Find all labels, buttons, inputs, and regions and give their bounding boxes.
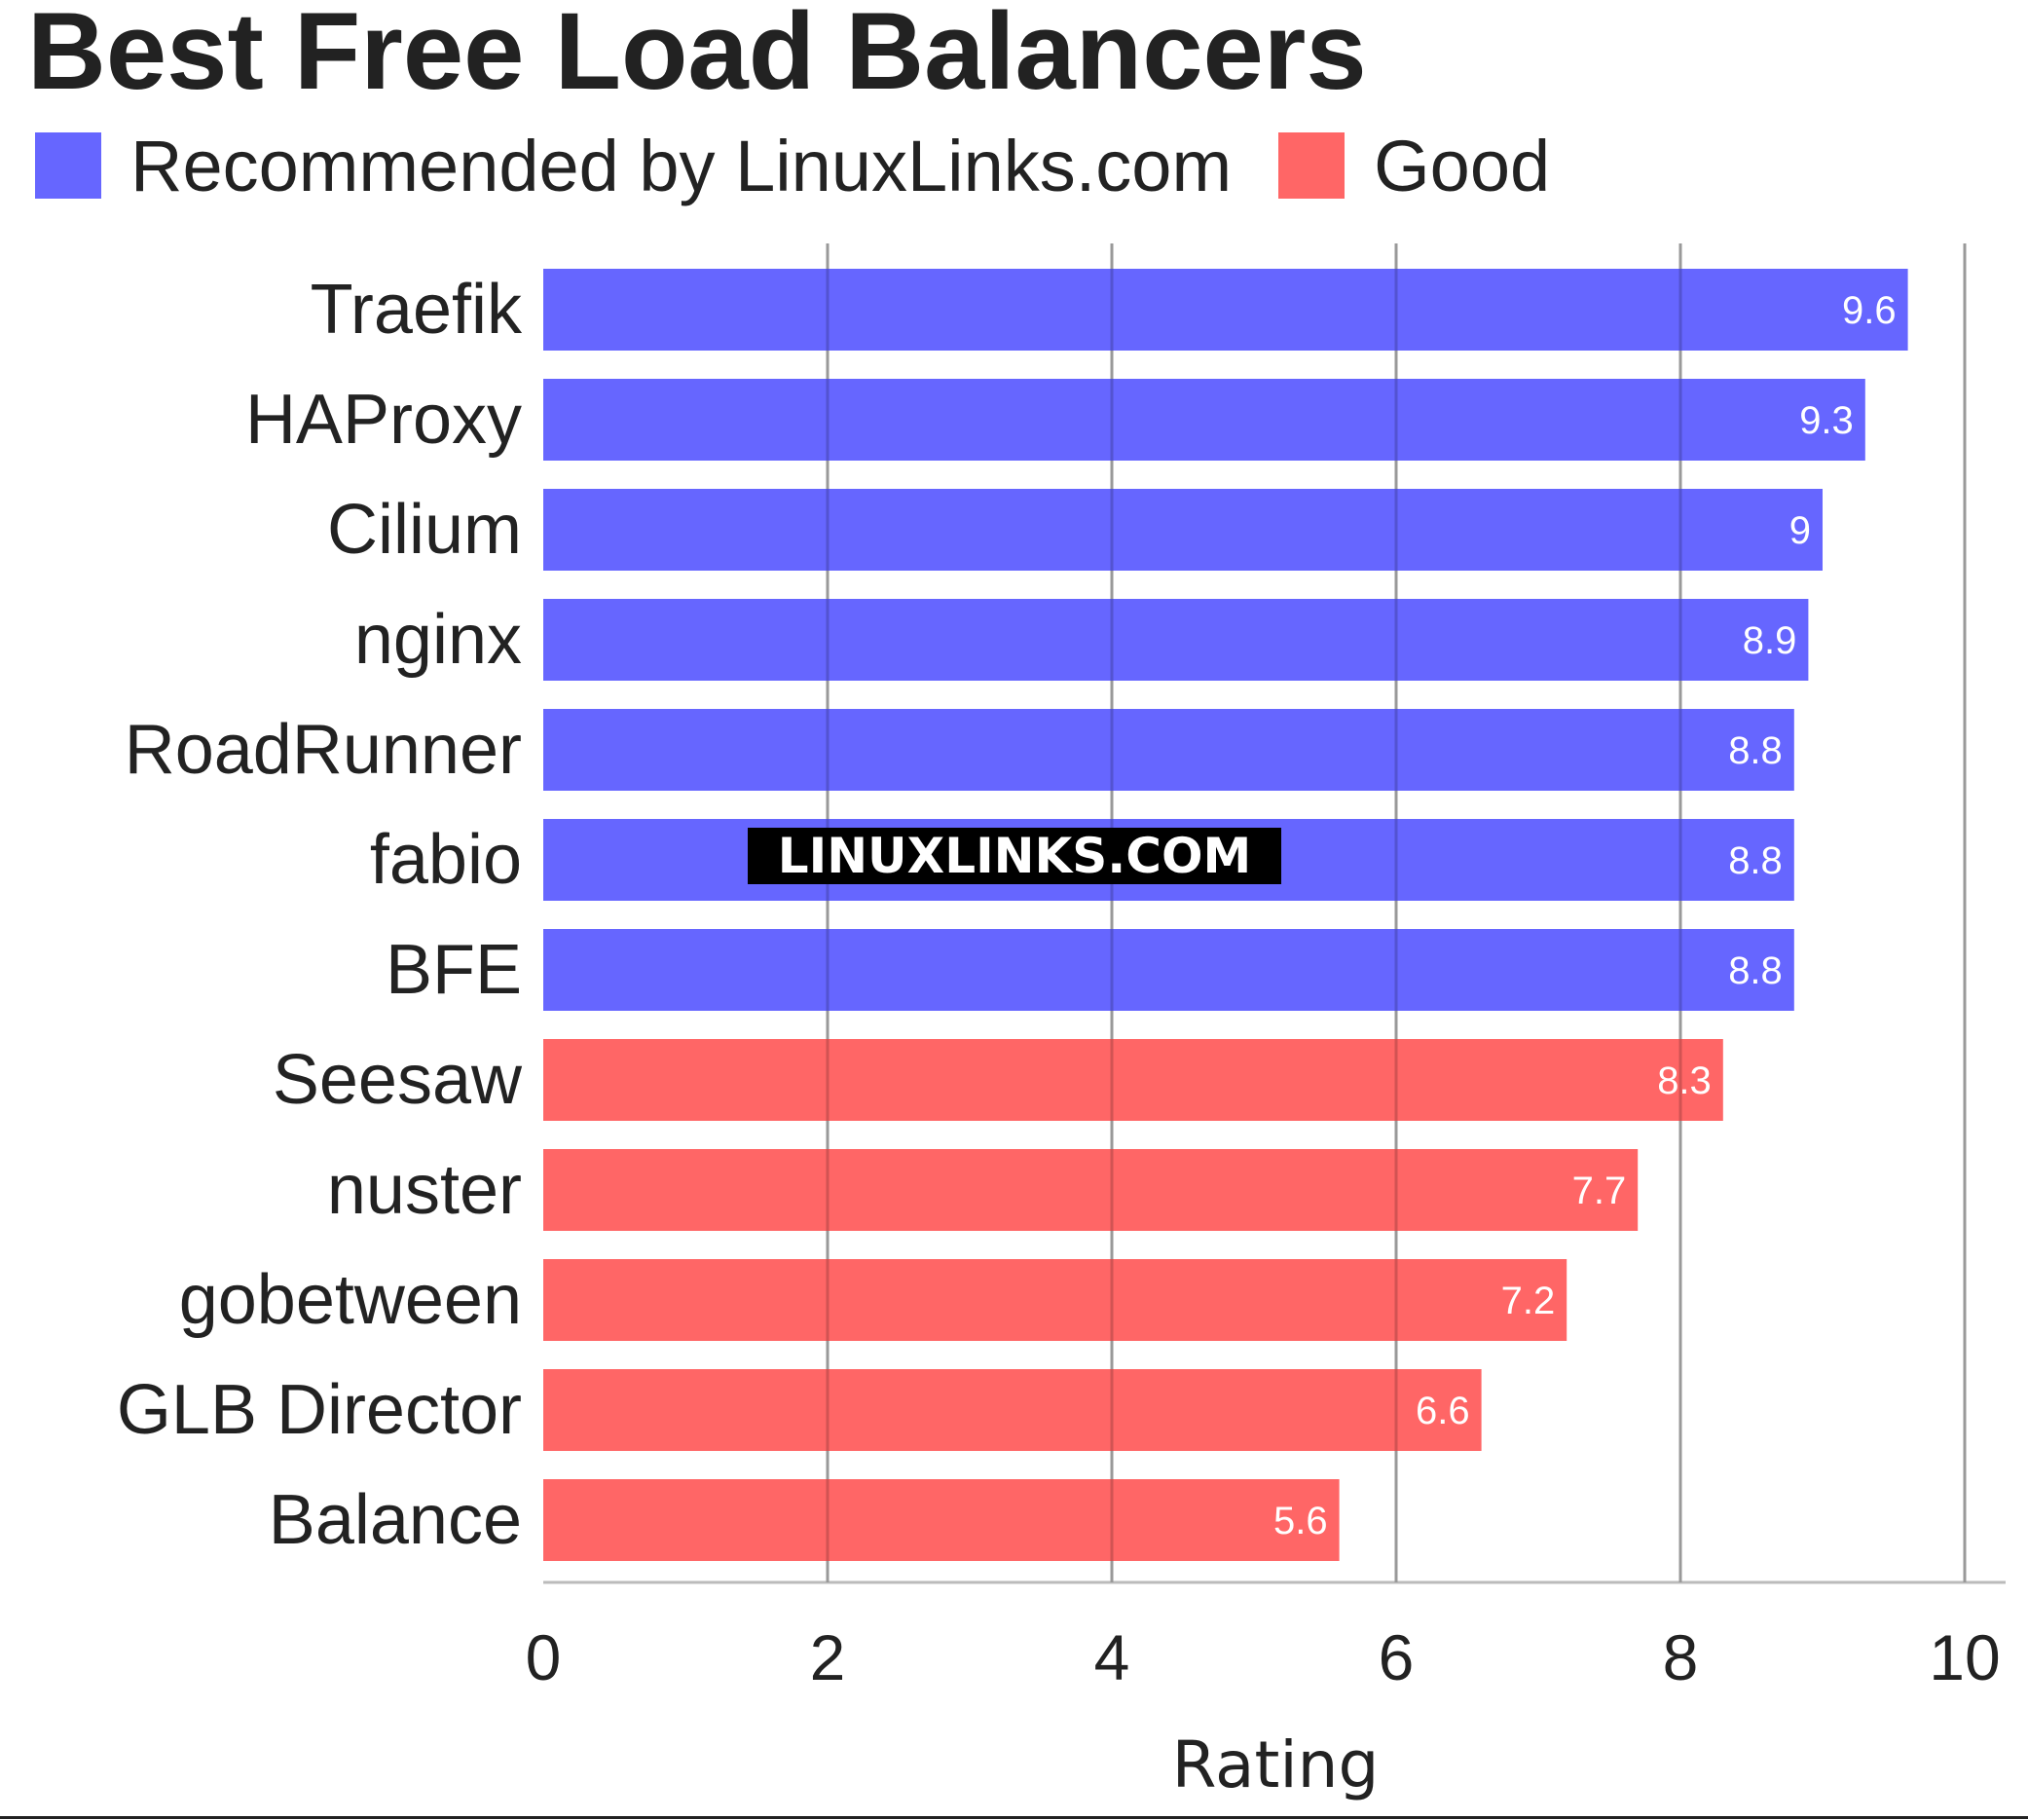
category-label: Cilium	[327, 491, 522, 569]
bar	[543, 269, 1908, 351]
category-label: fabio	[370, 821, 522, 899]
x-tick-label: 2	[810, 1621, 846, 1693]
legend-swatch-recommended	[35, 132, 101, 199]
legend-item-good: Good	[1278, 125, 1550, 207]
bar	[543, 1369, 1482, 1451]
x-tick-label: 8	[1663, 1621, 1699, 1693]
bar	[543, 1039, 1723, 1121]
bar	[543, 1259, 1567, 1341]
bar	[543, 379, 1865, 461]
bar-value-label: 9.6	[1842, 289, 1897, 332]
bar-value-label: 8.8	[1728, 729, 1783, 772]
bar-value-label: 8.8	[1728, 839, 1783, 882]
legend: Recommended by LinuxLinks.com Good	[35, 125, 1597, 207]
bar-value-label: 8.3	[1657, 1059, 1712, 1102]
category-label: BFE	[386, 931, 522, 1009]
x-tick-label: 0	[526, 1621, 562, 1693]
x-tick-label: 4	[1094, 1621, 1130, 1693]
bar	[543, 929, 1794, 1011]
bar-value-label: 7.7	[1572, 1170, 1627, 1212]
category-label: Traefik	[311, 271, 523, 349]
bar	[543, 1479, 1340, 1561]
watermark-box	[748, 828, 1281, 884]
category-label: nuster	[327, 1151, 522, 1229]
bar-value-label: 9	[1789, 509, 1811, 552]
x-tick-label: 10	[1929, 1621, 2000, 1693]
category-label: HAProxy	[245, 381, 522, 459]
category-label: Balance	[269, 1481, 522, 1559]
x-tick-label: 6	[1379, 1621, 1415, 1693]
chart-title: Best Free Load Balancers	[27, 0, 1367, 112]
category-label: gobetween	[179, 1261, 522, 1339]
bottom-rule	[0, 1816, 2028, 1819]
watermark-text: LINUXLINKS.COM	[778, 828, 1251, 884]
bar-value-label: 9.3	[1799, 399, 1854, 442]
bar-value-label: 7.2	[1501, 1280, 1556, 1322]
bar-value-label: 8.8	[1728, 949, 1783, 992]
bar-value-label: 6.6	[1416, 1390, 1470, 1432]
legend-label-recommended: Recommended by LinuxLinks.com	[130, 125, 1233, 206]
category-label: Seesaw	[273, 1041, 523, 1119]
category-labels: Traefik HAProxy Cilium nginx RoadRunner fabio…	[117, 271, 523, 1559]
bar	[543, 1149, 1639, 1231]
bar-value-label: 8.9	[1743, 619, 1797, 662]
bar	[543, 709, 1794, 791]
bar	[543, 489, 1823, 571]
bar	[543, 599, 1809, 681]
legend-label-good: Good	[1374, 125, 1551, 206]
bars: 9.6 9.3 9 8.9 8.8 8.8 8.8 8.3 7.7 7.2 6.6 5.6	[543, 243, 1967, 1582]
x-axis-ticks: 0 2 4 6 8 10	[526, 1621, 2001, 1693]
category-label: nginx	[354, 601, 522, 679]
category-label: GLB Director	[117, 1371, 522, 1449]
watermark: LINUXLINKS.COM	[748, 828, 1281, 884]
x-axis-label: Rating	[1172, 1727, 1380, 1802]
legend-item-recommended: Recommended by LinuxLinks.com	[35, 125, 1232, 207]
bar-value-label: 5.6	[1273, 1500, 1328, 1542]
category-label: RoadRunner	[125, 711, 522, 789]
grid-lines	[543, 243, 2006, 1584]
legend-swatch-good	[1278, 132, 1346, 199]
